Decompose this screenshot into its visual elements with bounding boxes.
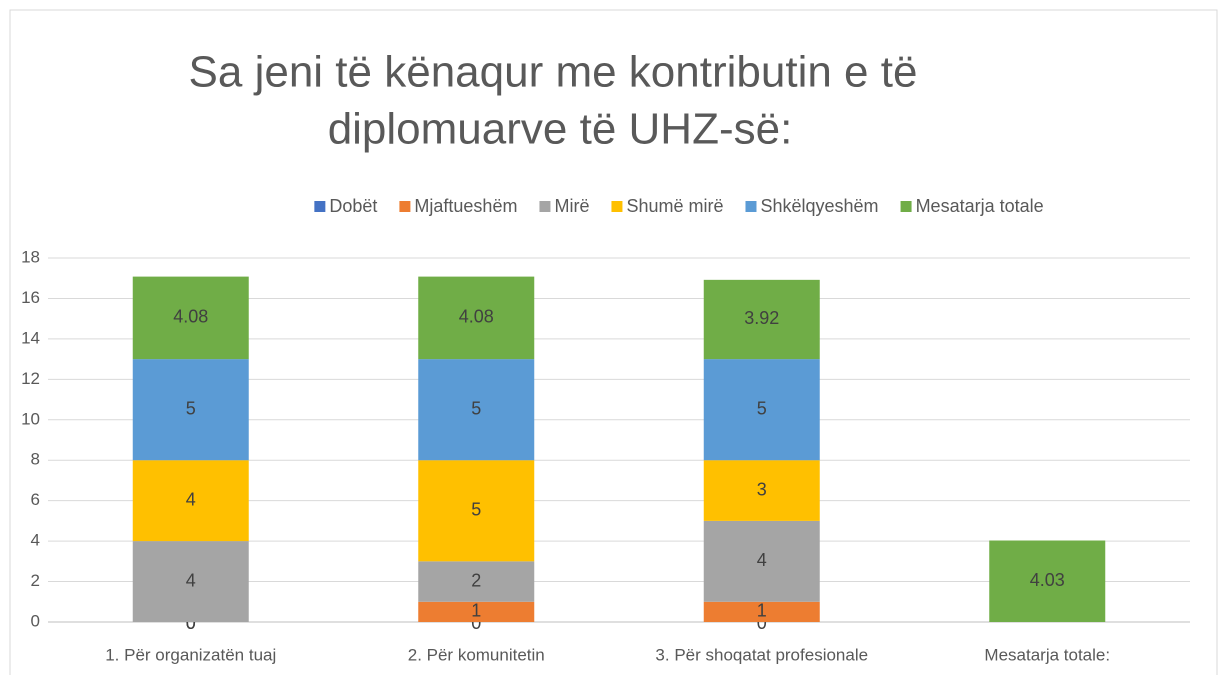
data-label: 4.03 bbox=[1030, 570, 1065, 590]
bar-segment bbox=[989, 540, 1106, 622]
legend-swatch bbox=[539, 201, 551, 212]
y-tick-label: 12 bbox=[21, 369, 40, 388]
data-label: 5 bbox=[471, 500, 481, 520]
bar-segment bbox=[418, 460, 535, 562]
data-label: 4.08 bbox=[459, 307, 494, 327]
data-label: 0 bbox=[186, 613, 196, 633]
data-label: 4 bbox=[757, 550, 767, 570]
data-label: 4.08 bbox=[173, 307, 208, 327]
y-tick-label: 18 bbox=[21, 247, 40, 266]
data-label: 5 bbox=[186, 398, 196, 418]
chart-title-line-2: diplomuarve të UHZ-së: bbox=[328, 105, 793, 154]
y-tick-label: 2 bbox=[31, 571, 40, 590]
x-tick-label: 3. Për shoqatat profesionale bbox=[655, 645, 868, 664]
legend-label: Mirë bbox=[554, 196, 589, 216]
legend-label: Mjaftueshëm bbox=[414, 196, 517, 216]
y-tick-label: 0 bbox=[31, 611, 40, 630]
data-label: 5 bbox=[757, 398, 767, 418]
bar-segment bbox=[418, 359, 535, 461]
bar-segment bbox=[418, 601, 535, 622]
legend-swatch bbox=[900, 201, 912, 212]
y-tick-label: 16 bbox=[21, 288, 40, 307]
legend-label: Dobët bbox=[329, 196, 377, 216]
bar-segment bbox=[132, 460, 249, 542]
data-label: 4 bbox=[186, 489, 196, 509]
bar-segment bbox=[418, 276, 535, 360]
bar-segment bbox=[132, 359, 249, 461]
legend-swatch bbox=[399, 201, 411, 212]
data-label: 4 bbox=[186, 570, 196, 590]
legend-swatch bbox=[745, 201, 757, 212]
data-label: 3.92 bbox=[744, 308, 779, 328]
legend-label: Shkëlqyeshëm bbox=[760, 196, 878, 216]
chart-title-line-1: Sa jeni të kënaqur me kontributin e të bbox=[189, 48, 918, 97]
data-label: 3 bbox=[757, 479, 767, 499]
data-label: 2 bbox=[471, 570, 481, 590]
y-tick-label: 8 bbox=[31, 450, 40, 469]
bar-segment bbox=[703, 520, 820, 602]
y-tick-label: 6 bbox=[31, 490, 40, 509]
x-tick-label: 2. Për komunitetin bbox=[408, 645, 545, 664]
bar-segment bbox=[132, 541, 249, 622]
legend-swatch bbox=[611, 201, 623, 212]
y-tick-label: 10 bbox=[21, 409, 40, 428]
data-label: 5 bbox=[471, 398, 481, 418]
bar-segment bbox=[703, 279, 820, 360]
x-tick-label: Mesatarja totale: bbox=[984, 645, 1110, 664]
data-label: 0 bbox=[757, 613, 767, 633]
bar-segment bbox=[132, 276, 249, 360]
bar-segment bbox=[418, 561, 535, 602]
legend-swatch bbox=[314, 201, 326, 212]
bar-segment bbox=[703, 601, 820, 622]
data-label: 1 bbox=[757, 601, 767, 621]
legend-label: Mesatarja totale bbox=[916, 196, 1044, 216]
bar-segment bbox=[703, 460, 820, 521]
data-label: 0 bbox=[186, 613, 196, 633]
legend-label: Shumë mirë bbox=[626, 196, 723, 216]
data-label: 1 bbox=[471, 601, 481, 621]
data-label: 0 bbox=[471, 613, 481, 633]
x-tick-label: 1. Për organizatën tuaj bbox=[105, 645, 276, 664]
y-tick-label: 14 bbox=[21, 328, 40, 347]
y-tick-label: 4 bbox=[31, 531, 40, 550]
bar-segment bbox=[703, 359, 820, 461]
